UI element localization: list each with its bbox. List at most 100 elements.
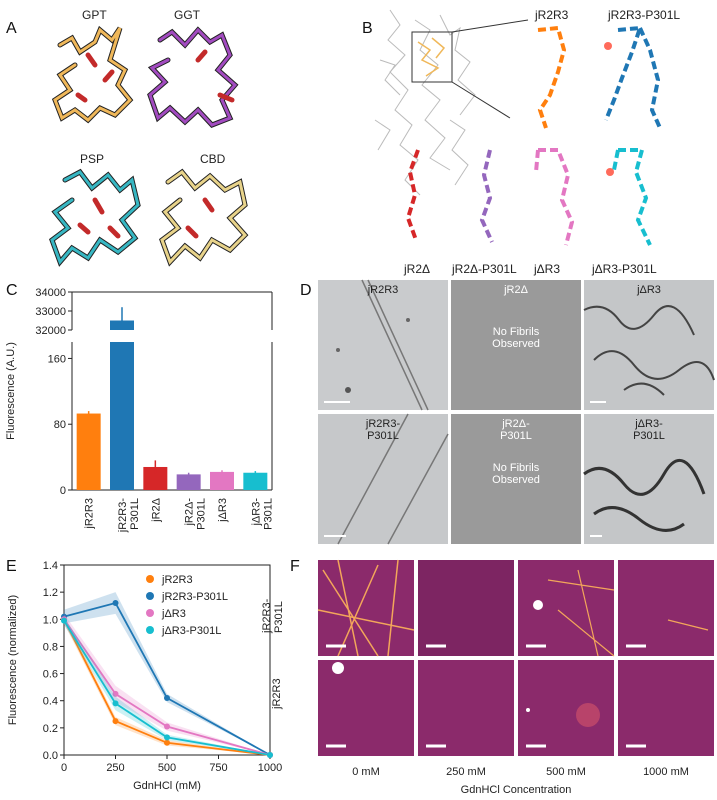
f-col-0: 0 mM [352, 766, 380, 778]
d-label-jdr3: jΔR3 [637, 284, 661, 296]
chart-c: 0 80 160 32000 33000 34000 Fluorescence (A.U.)… [5, 287, 274, 534]
e-legend-marker [146, 575, 154, 583]
e-legend-marker [146, 609, 154, 617]
label-b-jr2r3-p301l: jR2R3-P301L [608, 8, 681, 22]
e-band [64, 592, 270, 755]
e-point [267, 752, 273, 758]
panel-b-models [374, 9, 662, 246]
e-point [112, 600, 119, 606]
e-series-line [63, 618, 271, 756]
afm-p301l-1000 [618, 560, 714, 656]
micrograph-jr2r3-p301l [318, 413, 449, 545]
no-fibrils-text: No Fibrils Observed [492, 326, 540, 350]
e-xlabel: GdnHCl (mM) [133, 780, 201, 792]
no-fibrils-text-2: No Fibrils Observed [492, 462, 540, 486]
e-point [61, 617, 67, 624]
micrograph-jdr3-p301l [583, 414, 714, 544]
afm-p301l-0 [317, 559, 415, 657]
afm-jr2r3-250 [418, 660, 514, 756]
e-ytick-label: 0.0 [43, 750, 58, 762]
micrograph-jr2r3 [318, 279, 448, 411]
e-xtick-label: 1000 [258, 762, 282, 774]
e-point [164, 734, 170, 741]
c-bar [210, 471, 234, 490]
label-cbd: CBD [200, 152, 226, 166]
e-point [164, 739, 170, 746]
e-ytick-label: 0.6 [43, 669, 58, 681]
e-point [112, 700, 119, 707]
panel-a-letter: A [6, 20, 17, 37]
panel-c-letter: C [6, 282, 18, 299]
c-ylabel: Fluorescence (A.U.) [5, 342, 17, 440]
micrograph-jdr3 [583, 280, 715, 410]
label-b-jr2d-p301l: jR2Δ-P301L [452, 262, 517, 276]
e-xtick-label: 750 [209, 762, 227, 774]
e-series-line [63, 601, 271, 756]
panel-e-letter: E [6, 558, 17, 575]
label-b-jdr3-p301l: jΔR3-P301L [592, 262, 657, 276]
c-category-label: jR2Δ [150, 497, 162, 523]
structure-ggt [147, 26, 239, 128]
c-ytick-label: 32000 [35, 325, 66, 337]
label-ggt: GGT [174, 8, 200, 22]
label-gpt: GPT [82, 8, 107, 22]
micrograph-jr2d-p301l [451, 414, 581, 544]
d-label-jr2r3-p301l: jR2R3- P301L [365, 418, 401, 442]
e-point [112, 718, 119, 725]
e-point [112, 690, 119, 697]
c-bar [76, 413, 101, 490]
c-ytick-label: 33000 [35, 306, 66, 318]
f-xlabel: GdnHCl Concentration [460, 784, 572, 796]
label-b-jr2r3: jR2R3 [535, 8, 569, 22]
e-series-line [63, 618, 271, 756]
micrograph-jr2d [451, 280, 581, 410]
f-col-1000: 1000 mM [643, 766, 689, 778]
label-b-jr2d: jR2Δ [404, 262, 431, 276]
d-label-jr2d: jR2Δ [504, 284, 528, 296]
c-ytick-label: 160 [48, 353, 66, 365]
c-category-label: jR2R3-P301L [117, 498, 141, 534]
panel-d-letter: D [300, 282, 312, 299]
e-ytick-label: 1.2 [43, 587, 58, 599]
d-label-jr2d-p301l: jR2Δ- P301L [500, 418, 532, 442]
e-ytick-label: 0.2 [43, 723, 58, 735]
full-model [374, 9, 476, 196]
e-series-line [63, 620, 271, 756]
structure-psp [49, 168, 141, 267]
panel-b-letter: B [362, 20, 373, 37]
e-legend-label: jR2R3-P301L [161, 591, 228, 603]
e-legend-label: jΔR3-P301L [161, 625, 221, 637]
d-label-jdr3-p301l: jΔR3- P301L [633, 418, 665, 442]
f-col-500: 500 mM [546, 766, 586, 778]
c-bar [110, 342, 134, 490]
c-bar [243, 472, 268, 490]
c-category-label: jΔR3-P301L [250, 498, 274, 530]
e-xtick-label: 0 [61, 762, 67, 774]
e-xtick-label: 500 [158, 762, 176, 774]
e-ylabel: Fluorescence (normalized) [7, 595, 19, 725]
c-category-label: jΔR3 [217, 498, 229, 523]
afm-jr2r3-500 [518, 660, 614, 756]
label-psp: PSP [80, 152, 105, 166]
afm-p301l-500 [518, 560, 615, 657]
afm-p301l-250 [418, 560, 514, 656]
structure-cbd [159, 168, 249, 267]
e-legend-marker [146, 592, 154, 600]
label-b-jdr3: jΔR3 [534, 262, 561, 276]
e-ytick-label: 0.8 [43, 641, 58, 653]
c-category-label: jR2Δ-P301L [184, 498, 208, 530]
e-band [64, 616, 270, 755]
panel-a-structures [49, 25, 249, 267]
e-legend-marker [146, 626, 154, 634]
c-ytick-label: 80 [54, 419, 66, 431]
afm-jr2r3-1000 [618, 660, 714, 756]
e-point [164, 723, 170, 730]
afm-jr2r3-0 [318, 660, 414, 756]
e-ytick-label: 1.4 [43, 560, 58, 572]
f-col-250: 250 mM [446, 766, 486, 778]
c-bar [176, 474, 201, 490]
afm-grid [317, 559, 714, 760]
e-legend-label: jR2R3 [161, 574, 193, 586]
micrograph-grid: jR2R3 jR2Δ jΔR3 jR2R3- P301L jR2Δ- P301L… [318, 279, 715, 545]
